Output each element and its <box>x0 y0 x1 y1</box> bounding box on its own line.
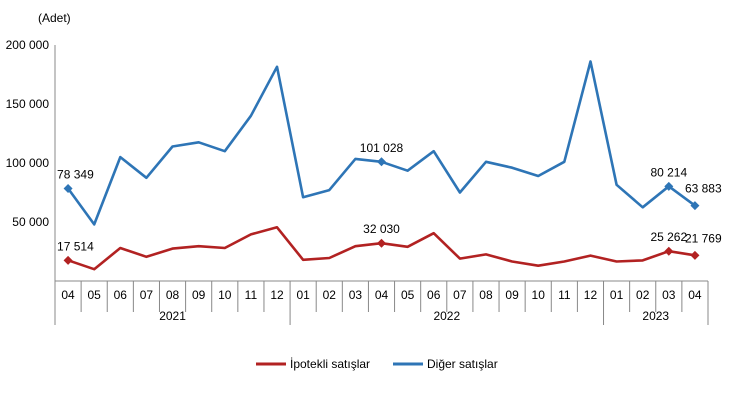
x-tick-label: 02 <box>323 288 337 302</box>
x-axis-category-grid: 04 05 06 07 08 09 10 11 12 01 02 03 04 05 06 07 08 09 10 11… <box>54 281 709 325</box>
legend-label: İpotekli satışlar <box>290 357 370 371</box>
x-tick-label: 09 <box>192 288 206 302</box>
legend: İpotekli satışlar Diğer satışlar <box>256 357 498 371</box>
y-tick-label: 200 000 <box>6 38 50 52</box>
data-marker <box>63 184 73 194</box>
data-label: 21 769 <box>685 231 722 245</box>
x-tick-label: 12 <box>584 288 598 302</box>
data-label: 25 262 <box>650 230 687 244</box>
y-tick-label: 150 000 <box>6 97 50 111</box>
x-tick-label: 06 <box>427 288 441 302</box>
year-label: 2021 <box>159 309 186 323</box>
x-tick-label: 10 <box>218 288 232 302</box>
y-axis-ticks: 200 000 150 000 100 000 50 000 <box>6 38 50 229</box>
data-label: 80 214 <box>650 165 687 179</box>
data-marker <box>664 246 674 256</box>
data-marker <box>63 255 73 265</box>
x-tick-label: 09 <box>505 288 519 302</box>
data-marker <box>664 181 674 191</box>
data-label: 17 514 <box>57 239 94 253</box>
year-label: 2022 <box>433 309 460 323</box>
unit-label: (Adet) <box>38 11 71 25</box>
x-tick-label: 05 <box>88 288 102 302</box>
y-tick-label: 50 000 <box>12 215 49 229</box>
data-label: 78 349 <box>57 168 94 182</box>
x-tick-label: 08 <box>166 288 180 302</box>
axes <box>54 45 708 282</box>
x-tick-label: 04 <box>688 288 702 302</box>
legend-label: Diğer satışlar <box>427 357 498 371</box>
data-markers <box>63 157 700 265</box>
data-labels: 78 349 101 028 80 214 63 883 17 514 32 030 25 … <box>57 141 722 254</box>
data-marker <box>377 238 386 248</box>
data-label: 32 030 <box>363 222 400 236</box>
data-marker <box>690 250 700 260</box>
x-tick-label: 04 <box>375 288 389 302</box>
x-tick-label: 12 <box>270 288 284 302</box>
x-tick-label: 11 <box>558 288 571 302</box>
x-tick-label: 04 <box>61 288 75 302</box>
x-tick-label: 11 <box>245 288 258 302</box>
x-tick-label: 10 <box>532 288 546 302</box>
data-marker <box>690 201 700 211</box>
x-tick-label: 07 <box>453 288 467 302</box>
y-tick-label: 100 000 <box>6 156 50 170</box>
x-tick-label: 07 <box>140 288 154 302</box>
data-label: 101 028 <box>360 141 404 155</box>
year-label: 2023 <box>642 309 669 323</box>
x-tick-label: 03 <box>349 288 363 302</box>
data-label: 63 883 <box>685 182 722 196</box>
x-tick-label: 03 <box>662 288 676 302</box>
x-tick-label: 06 <box>114 288 128 302</box>
x-tick-label: 08 <box>479 288 493 302</box>
x-tick-label: 05 <box>401 288 415 302</box>
x-tick-label: 01 <box>296 288 310 302</box>
x-tick-label: 02 <box>636 288 650 302</box>
x-tick-label: 01 <box>610 288 624 302</box>
data-marker <box>377 157 386 167</box>
